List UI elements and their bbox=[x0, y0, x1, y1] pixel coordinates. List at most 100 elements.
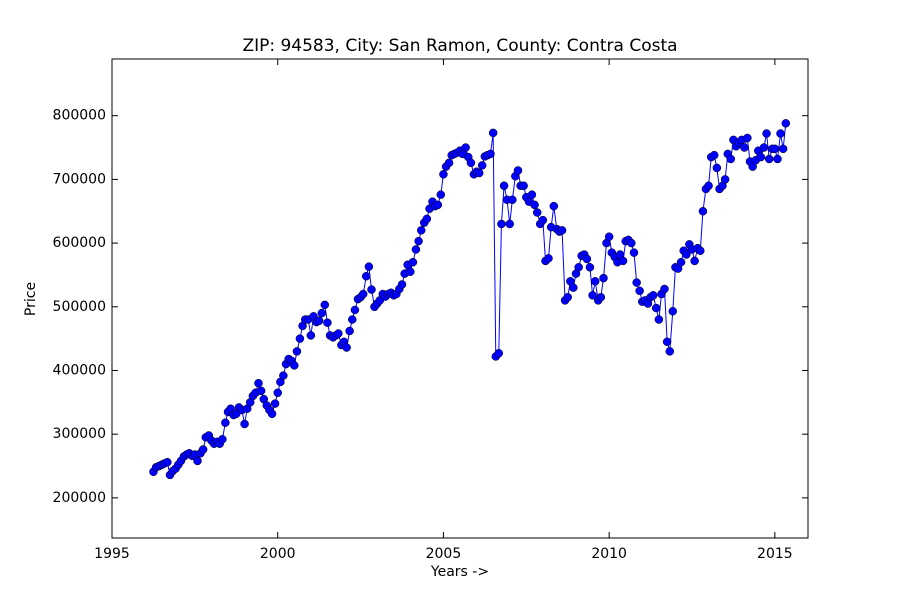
data-point bbox=[488, 128, 498, 138]
chart-title: ZIP: 94583, City: San Ramon, County: Con… bbox=[242, 36, 677, 56]
data-point bbox=[585, 263, 595, 272]
data-point bbox=[720, 175, 730, 184]
data-point bbox=[279, 371, 288, 380]
x-tick-label: 1995 bbox=[94, 546, 130, 562]
data-point bbox=[660, 284, 669, 294]
data-point bbox=[406, 267, 415, 276]
data-point bbox=[267, 409, 277, 419]
data-point bbox=[508, 195, 517, 205]
data-point bbox=[505, 219, 514, 229]
data-point bbox=[361, 271, 371, 281]
data-point bbox=[474, 168, 484, 178]
data-point bbox=[513, 166, 523, 175]
data-point bbox=[494, 349, 504, 358]
data-point bbox=[497, 219, 506, 229]
data-point bbox=[654, 315, 664, 324]
data-point bbox=[358, 289, 368, 299]
x-tick-label: 2010 bbox=[591, 546, 627, 562]
data-point bbox=[270, 399, 280, 408]
data-point bbox=[306, 331, 316, 340]
data-point bbox=[569, 283, 578, 292]
y-tick-label: 200000 bbox=[53, 490, 106, 506]
data-point bbox=[599, 273, 608, 283]
data-point bbox=[596, 292, 606, 302]
data-point bbox=[682, 250, 691, 259]
data-point bbox=[320, 300, 330, 310]
data-point bbox=[618, 256, 628, 266]
data-point bbox=[466, 158, 476, 168]
data-point bbox=[408, 257, 418, 267]
data-point bbox=[254, 378, 263, 388]
data-point bbox=[532, 208, 542, 217]
data-point bbox=[414, 236, 423, 246]
data-point bbox=[334, 329, 343, 338]
data-point bbox=[549, 201, 559, 211]
data-point bbox=[290, 361, 299, 370]
data-point bbox=[770, 144, 780, 154]
data-point bbox=[240, 419, 249, 429]
data-point bbox=[486, 149, 495, 159]
data-point bbox=[759, 143, 769, 152]
data-point bbox=[648, 291, 658, 300]
x-axis-label: Years -> bbox=[430, 564, 489, 580]
data-point bbox=[604, 232, 614, 241]
data-point bbox=[444, 158, 454, 168]
data-point bbox=[538, 215, 548, 225]
data-point bbox=[709, 150, 719, 160]
data-point bbox=[635, 286, 644, 296]
data-point bbox=[256, 386, 266, 396]
data-point bbox=[461, 143, 470, 152]
data-point bbox=[629, 248, 639, 257]
data-point bbox=[764, 154, 774, 164]
data-point bbox=[273, 388, 282, 398]
data-point bbox=[477, 161, 487, 170]
data-point bbox=[433, 200, 443, 210]
data-point bbox=[317, 308, 327, 318]
data-point bbox=[743, 133, 752, 143]
data-point bbox=[690, 256, 699, 266]
data-point bbox=[295, 334, 305, 343]
data-point bbox=[632, 278, 641, 287]
y-tick-label: 700000 bbox=[53, 171, 106, 187]
data-point bbox=[712, 163, 722, 173]
data-point bbox=[314, 316, 324, 326]
data-point bbox=[397, 280, 407, 289]
data-point bbox=[221, 418, 230, 427]
data-point bbox=[292, 347, 302, 356]
data-point bbox=[499, 181, 509, 191]
data-point bbox=[588, 291, 597, 300]
data-point bbox=[781, 119, 791, 128]
data-point bbox=[662, 337, 672, 347]
data-point bbox=[574, 263, 583, 272]
data-point bbox=[527, 190, 537, 199]
data-point bbox=[544, 254, 553, 263]
data-point bbox=[436, 190, 446, 199]
x-tick-label: 2015 bbox=[757, 546, 793, 562]
data-point bbox=[773, 154, 782, 164]
x-tick-label: 2005 bbox=[426, 546, 462, 562]
data-point bbox=[778, 144, 788, 154]
data-point bbox=[726, 154, 736, 164]
data-point bbox=[411, 245, 421, 254]
y-tick-label: 300000 bbox=[53, 426, 106, 442]
data-point bbox=[696, 246, 705, 255]
y-tick-label: 800000 bbox=[53, 108, 106, 124]
data-point bbox=[342, 343, 351, 352]
data-point bbox=[422, 214, 432, 224]
y-axis-label: Price bbox=[23, 282, 39, 316]
data-point bbox=[350, 305, 360, 315]
data-point bbox=[698, 206, 708, 216]
x-tick-label: 2000 bbox=[260, 546, 296, 562]
y-tick-label: 500000 bbox=[53, 299, 106, 315]
plot-frame bbox=[111, 58, 809, 539]
data-point bbox=[198, 445, 208, 454]
data-point bbox=[627, 238, 636, 248]
data-point bbox=[740, 143, 749, 152]
data-point bbox=[668, 306, 678, 316]
data-point bbox=[345, 326, 354, 336]
data-point bbox=[676, 257, 686, 267]
data-point bbox=[416, 226, 426, 235]
data-point bbox=[651, 303, 661, 313]
